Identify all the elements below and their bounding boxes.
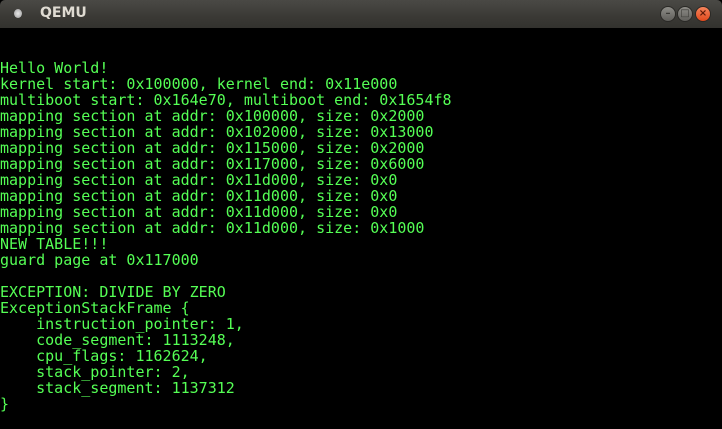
console-line: NEW TABLE!!! (0, 235, 109, 253)
vga-screen[interactable]: Hello World! kernel start: 0x100000, kern… (0, 28, 722, 429)
console-line: stack_segment: 1137312 (0, 379, 235, 397)
console-line: cpu_flags: 1162624, (0, 347, 208, 365)
minimize-button[interactable]: – (660, 6, 676, 22)
console-line: multiboot start: 0x164e70, multiboot end… (0, 91, 452, 109)
console-line: } (0, 395, 10, 413)
console-line: stack_pointer: 2, (0, 363, 190, 381)
console-line: mapping section at addr: 0x11d000, size:… (0, 219, 425, 237)
console-output: Hello World! kernel start: 0x100000, kern… (0, 60, 452, 412)
close-button[interactable]: × (695, 6, 711, 22)
window-title: QEMU (40, 5, 87, 21)
console-line: guard page at 0x117000 (0, 251, 199, 269)
console-line: mapping section at addr: 0x115000, size:… (0, 139, 425, 157)
console-line: mapping section at addr: 0x102000, size:… (0, 123, 434, 141)
console-line: mapping section at addr: 0x11d000, size:… (0, 203, 398, 221)
console-line: Hello World! (0, 59, 109, 77)
console-line: mapping section at addr: 0x117000, size:… (0, 155, 425, 173)
console-line: ExceptionStackFrame { (0, 299, 190, 317)
console-line: instruction_pointer: 1, (0, 315, 244, 333)
title-bar[interactable]: QEMU – □ × (0, 0, 722, 28)
console-line: code_segment: 1113248, (0, 331, 235, 349)
console-line: EXCEPTION: DIVIDE BY ZERO (0, 283, 226, 301)
maximize-button[interactable]: □ (677, 6, 693, 22)
console-line: kernel start: 0x100000, kernel end: 0x11… (0, 75, 398, 93)
console-line: mapping section at addr: 0x11d000, size:… (0, 187, 398, 205)
console-line: mapping section at addr: 0x11d000, size:… (0, 171, 398, 189)
app-icon (14, 9, 22, 18)
console-line: mapping section at addr: 0x100000, size:… (0, 107, 425, 125)
console-line (0, 268, 452, 284)
